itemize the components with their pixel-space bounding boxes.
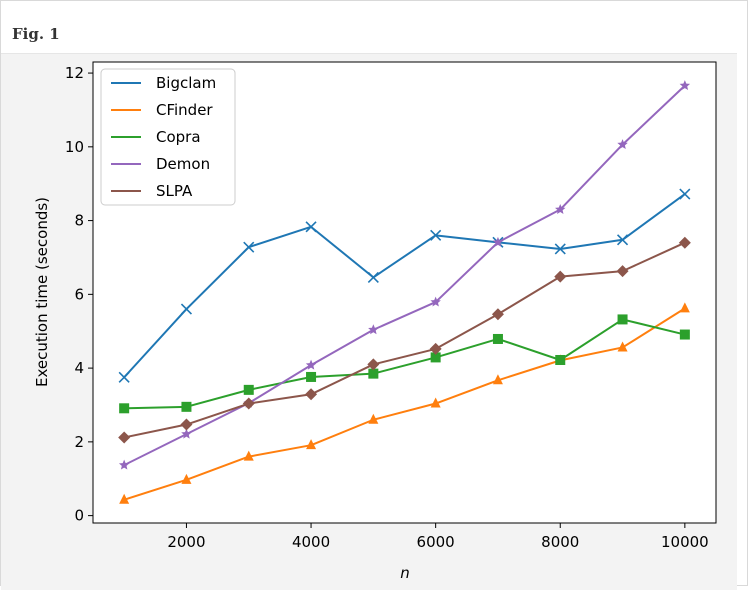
marker-stroke [118, 371, 130, 383]
data-point-cfinder [617, 341, 628, 352]
legend-item-copra: Copra [111, 128, 201, 146]
legend-item-cfinder: CFinder [111, 101, 213, 119]
series-bigclam [118, 188, 691, 383]
data-point-copra [306, 371, 317, 382]
data-point-slpa [554, 270, 567, 283]
data-point-cfinder [430, 397, 441, 408]
data-point-slpa [118, 431, 131, 444]
data-point-demon [617, 139, 628, 150]
data-point-bigclam [679, 188, 691, 200]
data-point-bigclam [180, 303, 193, 315]
series-cfinder [119, 302, 690, 504]
data-point-cfinder [492, 374, 503, 385]
marker-stroke [679, 188, 691, 200]
legend-item-demon: Demon [111, 155, 210, 173]
data-point-copra [119, 403, 130, 414]
data-point-copra [181, 401, 192, 412]
series-line-copra [124, 318, 686, 410]
series-line-demon [123, 84, 686, 466]
data-point-copra [430, 352, 441, 363]
x-tick-label: 8000 [541, 533, 579, 551]
figure-panel: 0 2 4 6 8 10 12 2000 4000 6000 8000 10000 n Executi… [1, 53, 737, 590]
y-tick-label: 2 [74, 433, 84, 451]
data-point-copra [555, 354, 566, 365]
y-axis-title: Execution time (seconds) [33, 197, 51, 387]
data-point-demon [492, 236, 504, 247]
data-point-demon [555, 204, 566, 214]
y-tick-label: 0 [74, 507, 84, 525]
marker-stroke [180, 303, 193, 315]
data-point-cfinder [679, 302, 690, 313]
y-tick-label: 6 [74, 285, 84, 303]
data-point-copra [368, 368, 379, 379]
legend-box [100, 68, 236, 206]
data-point-cfinder [368, 413, 379, 424]
legend-label-slpa: SLPA [156, 182, 193, 200]
x-axis-title: n [400, 564, 410, 582]
legend: Bigclam CFinder Copra Demon SLPA [100, 68, 236, 206]
data-point-copra [243, 384, 254, 395]
y-tick-label: 10 [65, 138, 84, 156]
legend-label-bigclam: Bigclam [156, 74, 216, 92]
legend-label-copra: Copra [156, 128, 201, 146]
data-point-bigclam [430, 229, 442, 241]
figure-label: Fig. 1 [12, 25, 60, 43]
data-point-cfinder [243, 450, 254, 461]
data-point-demon [430, 296, 441, 307]
data-point-bigclam [305, 221, 317, 233]
data-point-slpa [678, 236, 691, 249]
data-point-bigclam [554, 243, 566, 255]
execution-time-chart: 0 2 4 6 8 10 12 2000 4000 6000 8000 10000 n Executi… [33, 61, 717, 582]
data-point-slpa [491, 308, 504, 321]
y-tick-label: 12 [65, 64, 84, 82]
y-tick-label: 8 [74, 212, 84, 230]
data-point-copra [617, 314, 628, 325]
marker-stroke [430, 229, 442, 241]
x-tick-label: 6000 [417, 533, 455, 551]
series-line-bigclam [123, 193, 686, 378]
data-point-demon [181, 428, 192, 439]
marker-stroke [243, 241, 255, 253]
data-point-slpa [242, 397, 255, 410]
data-point-slpa [180, 418, 193, 431]
legend-label-demon: Demon [156, 155, 210, 173]
series-line-slpa [123, 241, 686, 439]
x-tick-label: 4000 [292, 533, 330, 551]
data-point-demon [679, 80, 691, 91]
marker-stroke [554, 243, 566, 255]
data-point-demon [305, 359, 317, 370]
marker-stroke [367, 271, 379, 283]
legend-item-bigclam: Bigclam [111, 74, 216, 92]
plot-frame [92, 61, 717, 524]
series-slpa [118, 236, 691, 444]
data-point-copra [492, 333, 503, 344]
data-point-slpa [429, 342, 442, 355]
x-tick-label: 2000 [167, 533, 205, 551]
data-point-demon [118, 459, 130, 470]
marker-stroke [616, 234, 629, 246]
y-tick-label: 4 [74, 359, 84, 377]
data-point-slpa [616, 265, 629, 278]
data-point-bigclam [367, 271, 379, 283]
data-point-bigclam [243, 241, 255, 253]
series-line-cfinder [123, 307, 686, 501]
data-point-bigclam [616, 234, 629, 246]
x-tick-label: 10000 [661, 533, 709, 551]
data-point-slpa [305, 388, 318, 401]
data-point-slpa [367, 358, 380, 371]
series-layer [118, 80, 691, 504]
data-point-demon [368, 324, 379, 335]
data-point-cfinder [119, 493, 130, 504]
marker-stroke [305, 221, 317, 233]
data-point-copra [679, 329, 690, 340]
legend-item-slpa: SLPA [111, 182, 193, 200]
legend-label-cfinder: CFinder [156, 101, 213, 119]
data-point-cfinder [181, 473, 192, 484]
data-point-cfinder [306, 439, 317, 450]
axes: 0 2 4 6 8 10 12 2000 4000 6000 8000 10000 [65, 64, 709, 551]
series-copra [119, 314, 690, 414]
data-point-bigclam [118, 371, 130, 383]
